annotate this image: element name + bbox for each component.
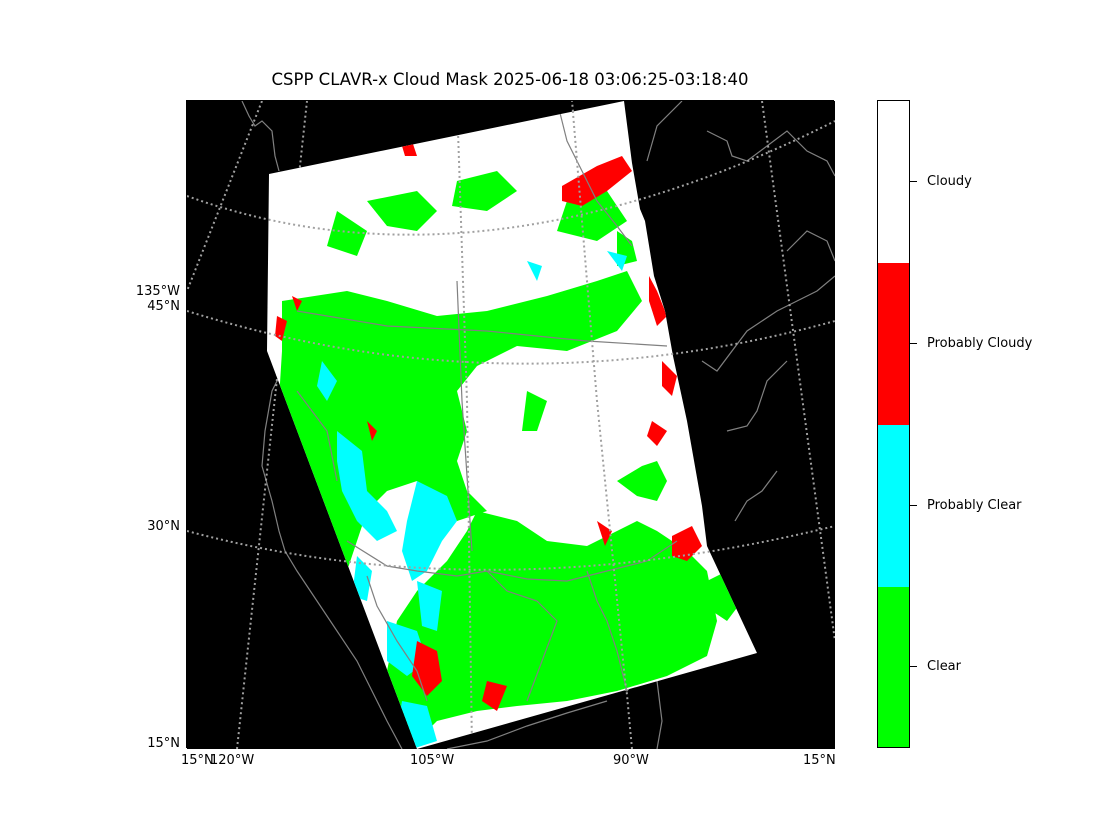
lon-label-90w: 90°W (613, 753, 649, 768)
cloud-mask-map (186, 100, 835, 749)
lat-label-30n: 30°N (147, 519, 180, 534)
lon-label-135w: 135°W (135, 284, 180, 299)
bottom-label-15n-left: 15°N (181, 753, 214, 768)
lon-label-120w: 120°W (210, 753, 255, 768)
map-title: CSPP CLAVR-x Cloud Mask 2025-06-18 03:06… (271, 70, 749, 89)
lat-label-15n: 15°N (147, 736, 180, 751)
lon-label-105w: 105°W (410, 753, 455, 768)
colorbar (877, 100, 910, 748)
border-lines (296, 101, 678, 702)
clear-regions (277, 171, 742, 741)
colorbar-probably-cloudy-segment (878, 263, 909, 425)
colorbar-clear-segment (878, 587, 909, 747)
colorbar-cloudy-segment (878, 101, 909, 263)
map-canvas (187, 101, 835, 749)
lat-label-45n: 45°N (147, 299, 180, 314)
colorbar-label-clear: Clear (927, 659, 961, 674)
colorbar-tick-probably-clear (910, 505, 917, 506)
colorbar-tick-probably-cloudy (910, 343, 917, 344)
colorbar-label-cloudy: Cloudy (927, 174, 972, 189)
colorbar-label-probably-clear: Probably Clear (927, 498, 1022, 513)
colorbar-tick-clear (910, 666, 917, 667)
probably-cloudy-regions (275, 141, 702, 711)
bottom-label-15n-right: 15°N (803, 753, 836, 768)
colorbar-label-probably-cloudy: Probably Cloudy (927, 336, 1033, 351)
colorbar-tick-cloudy (910, 181, 917, 182)
colorbar-probably-clear-segment (878, 425, 909, 587)
